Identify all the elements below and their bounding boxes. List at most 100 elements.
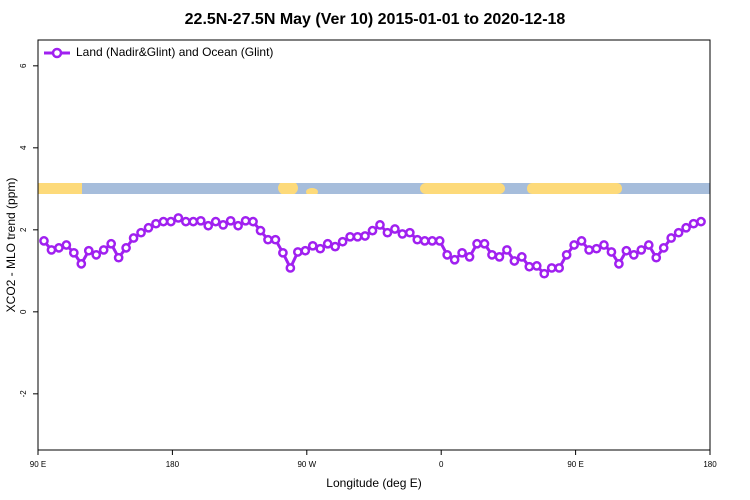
- data-point: [502, 245, 512, 255]
- data-point: [195, 215, 206, 226]
- data-point: [561, 249, 572, 260]
- data-point: [68, 247, 79, 258]
- data-point: [614, 259, 624, 269]
- y-tick-label: 6: [19, 63, 28, 68]
- data-point: [54, 243, 64, 253]
- data-point: [136, 227, 146, 238]
- data-point: [270, 234, 281, 245]
- data-point: [636, 245, 647, 255]
- data-point: [516, 252, 527, 262]
- data-point: [218, 220, 229, 230]
- data-point: [531, 261, 542, 271]
- x-tick-label: 0: [439, 460, 444, 469]
- y-tick-label: 4: [19, 145, 28, 150]
- data-point: [173, 213, 184, 223]
- data-point: [39, 236, 49, 246]
- data-point: [367, 225, 378, 236]
- data-point: [278, 247, 288, 258]
- data-point: [658, 243, 669, 253]
- data-point: [345, 231, 355, 242]
- data-point: [233, 220, 243, 231]
- data-point: [457, 247, 467, 258]
- data-point: [315, 243, 326, 254]
- data-point: [546, 263, 557, 273]
- data-point: [666, 233, 677, 243]
- data-point: [434, 236, 445, 246]
- data-point: [337, 236, 348, 247]
- data-point: [143, 222, 154, 233]
- plot-frame: [37, 39, 711, 451]
- data-point: [688, 218, 699, 229]
- data-point: [225, 215, 236, 226]
- data-point: [621, 245, 632, 256]
- x-tick-label: 180: [703, 460, 717, 469]
- data-point: [643, 240, 654, 250]
- data-point: [696, 216, 706, 227]
- data-point: [46, 245, 57, 255]
- data-point: [292, 247, 303, 257]
- data-point: [203, 220, 214, 231]
- data-point: [599, 240, 609, 250]
- x-tick-label: 90 E: [30, 460, 46, 469]
- data-point: [442, 249, 453, 260]
- data-point: [375, 220, 385, 230]
- data-point: [412, 234, 423, 245]
- data-point: [151, 218, 161, 229]
- data-point: [397, 229, 408, 239]
- data-point: [106, 238, 117, 249]
- data-point: [427, 236, 438, 246]
- data-point: [472, 238, 482, 249]
- data-point: [569, 240, 579, 250]
- map-strip: [38, 183, 710, 194]
- x-axis-label: Longitude (deg E): [326, 476, 421, 490]
- data-point: [651, 252, 662, 263]
- data-point: [98, 245, 109, 255]
- data-point: [210, 216, 221, 227]
- data-point: [240, 215, 251, 226]
- data-point: [121, 243, 131, 253]
- legend: Land (Nadir&Glint) and Ocean (Glint): [44, 45, 273, 59]
- data-point: [539, 268, 550, 279]
- data-point: [352, 231, 363, 242]
- data-point: [628, 249, 639, 260]
- data-point: [524, 261, 535, 272]
- data-point: [554, 263, 565, 273]
- data-point: [330, 241, 341, 252]
- data-point: [255, 225, 266, 236]
- data-point: [263, 234, 273, 245]
- data-point: [673, 227, 684, 238]
- data-point: [606, 247, 617, 257]
- data-point: [158, 216, 169, 227]
- data-point: [487, 249, 497, 260]
- data-point: [91, 249, 102, 260]
- x-tick-label: 90 W: [297, 460, 316, 469]
- data-point: [285, 263, 296, 273]
- data-point: [419, 236, 430, 246]
- data-point: [307, 240, 318, 251]
- data-point: [166, 216, 176, 227]
- data-point: [360, 231, 370, 241]
- data-point: [464, 252, 475, 262]
- x-tick-label: 180: [166, 460, 180, 469]
- data-point: [681, 222, 691, 233]
- data-point: [180, 216, 191, 227]
- y-tick-label: 2: [19, 227, 28, 232]
- data-point: [128, 233, 139, 243]
- x-tick-label: 90 E: [567, 460, 583, 469]
- legend-label: Land (Nadir&Glint) and Ocean (Glint): [76, 45, 273, 59]
- data-point: [188, 216, 199, 227]
- data-point: [494, 252, 505, 262]
- data-point: [248, 216, 258, 227]
- y-tick-label: -2: [19, 390, 28, 398]
- data-point: [390, 224, 400, 234]
- data-point: [479, 238, 490, 249]
- chart-title: 22.5N-27.5N May (Ver 10) 2015-01-01 to 2…: [185, 11, 566, 28]
- data-point: [584, 245, 594, 255]
- y-tick-label: 0: [19, 309, 28, 314]
- data-point: [300, 245, 311, 256]
- data-point: [591, 243, 602, 254]
- data-point: [509, 256, 520, 266]
- data-point: [113, 252, 124, 263]
- data-point: [322, 238, 333, 249]
